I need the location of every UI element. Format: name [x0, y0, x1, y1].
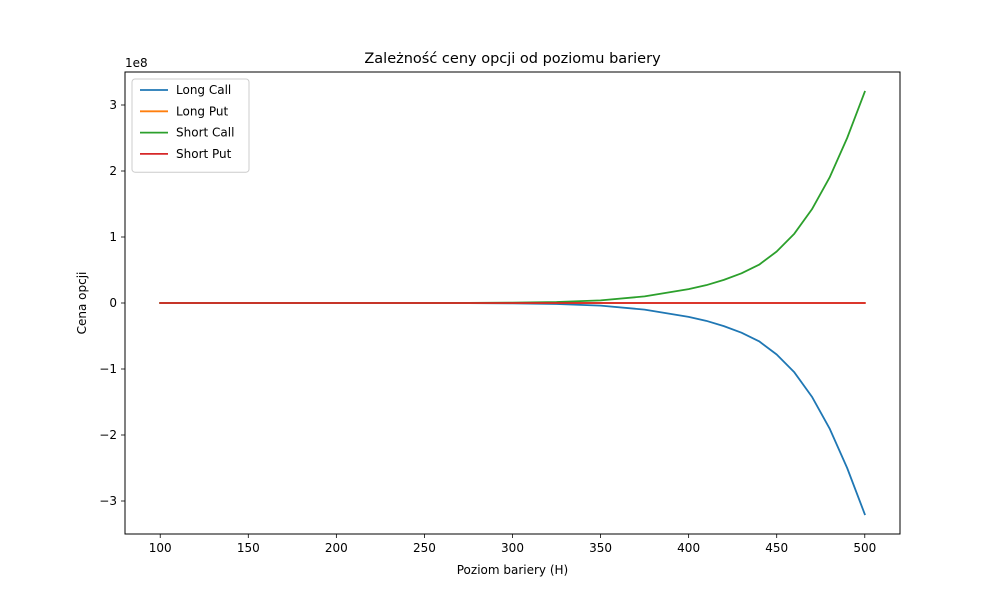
x-axis: 100 150 200 250 300 350 400 450 500: [149, 534, 876, 555]
y-offset-label: 1e8: [125, 56, 148, 70]
x-tick-label: 300: [501, 541, 524, 555]
y-tick-label: 2: [109, 164, 117, 178]
plot-area: [159, 90, 866, 516]
chart-title: Zależność ceny opcji od poziomu bariery: [364, 51, 661, 67]
x-axis-label: Poziom bariery (H): [457, 563, 569, 577]
x-tick-label: 150: [237, 541, 260, 555]
y-axis-label: Cena opcji: [75, 272, 89, 335]
y-tick-label: 3: [109, 98, 117, 112]
legend-entry-label: Short Put: [176, 147, 232, 161]
y-axis: −3 −2 −1 0 1 2 3: [99, 98, 125, 508]
x-tick-label: 400: [677, 541, 700, 555]
x-tick-label: 200: [325, 541, 348, 555]
legend-entry-label: Long Put: [176, 104, 228, 118]
legend-box: [131, 78, 250, 173]
x-tick-label: 350: [589, 541, 612, 555]
legend-entry-label: Long Call: [176, 83, 231, 97]
legend-entry-label: Short Call: [176, 126, 234, 140]
x-tick-label: 450: [765, 541, 788, 555]
x-tick-label: 250: [413, 541, 436, 555]
y-tick-label: 1: [109, 230, 117, 244]
y-tick-label: −1: [99, 362, 117, 376]
x-tick-label: 500: [853, 541, 876, 555]
x-tick-label: 100: [149, 541, 172, 555]
y-tick-label: −2: [99, 428, 117, 442]
y-tick-label: 0: [109, 296, 117, 310]
legend: Long Call Long Put Short Call Short Put: [131, 78, 250, 173]
y-tick-label: −3: [99, 494, 117, 508]
